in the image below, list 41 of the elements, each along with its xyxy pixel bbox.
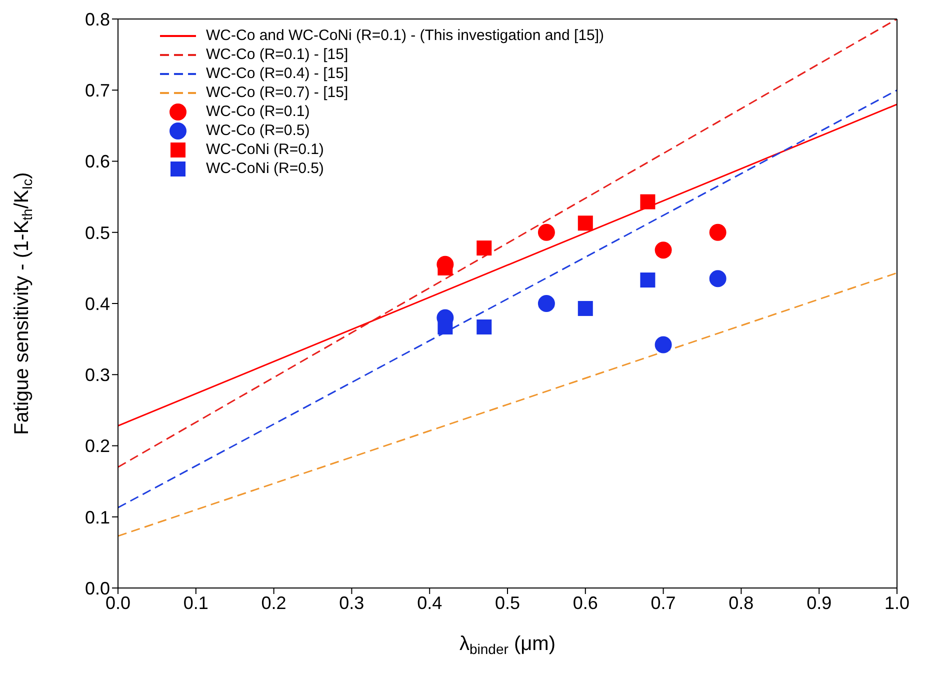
x-tick-label: 0.5: [494, 592, 520, 613]
point: [476, 240, 492, 256]
legend-label: WC-Co (R=0.1): [206, 102, 310, 121]
point: [538, 295, 555, 312]
y-tick-label: 0.4: [84, 294, 110, 314]
point: [578, 216, 593, 231]
x-tick-label: 0.7: [650, 592, 676, 613]
x-tick-label: 0.3: [339, 592, 364, 613]
point: [654, 242, 672, 259]
point: [709, 224, 726, 241]
legend-label: WC-CoNi (R=0.5): [206, 159, 324, 178]
x-axis-title: λ$_{binder}$ (μm): [460, 633, 556, 658]
legend-label: WC-Co (R=0.1) - [15]: [206, 45, 348, 64]
point: [438, 260, 453, 276]
point: [578, 300, 593, 316]
legend-label: WC-Co (R=0.4) - [15]: [206, 64, 348, 83]
y-tick-label: 0.8: [84, 9, 110, 30]
legend-label: WC-Co (R=0.5): [206, 121, 310, 140]
point: [709, 270, 726, 288]
x-tick-label: 1.0: [884, 592, 910, 613]
point: [476, 319, 492, 334]
legend-label: WC-Co (R=0.7) - [15]: [206, 83, 348, 102]
point: [654, 336, 672, 354]
y-tick-label: 0.5: [84, 222, 110, 243]
x-tick-label: 0.1: [183, 592, 208, 613]
y-tick-label: 0.7: [84, 80, 110, 101]
point: [640, 194, 656, 210]
x-tick-label: 0.6: [572, 592, 598, 613]
y-tick-label: 0.3: [84, 365, 110, 386]
legend-label: WC-Co and WC-CoNi (R=0.1) - (This investigation and [15]): [206, 26, 604, 45]
legend-label: WC-CoNi (R=0.1): [206, 140, 324, 159]
point: [538, 224, 555, 241]
point: [640, 272, 656, 288]
point: [438, 319, 453, 334]
y-tick-label: 0.6: [84, 152, 110, 172]
x-tick-label: 0.9: [806, 592, 832, 613]
y-tick-label: 0.2: [84, 436, 110, 456]
y-tick-label: 0.1: [84, 507, 110, 528]
x-tick-label: 0.2: [261, 592, 286, 613]
x-tick-label: 0.4: [417, 592, 442, 613]
x-tick-label: 0.8: [728, 592, 754, 613]
